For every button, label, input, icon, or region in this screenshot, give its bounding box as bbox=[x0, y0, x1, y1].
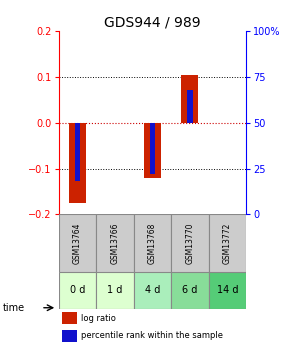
Bar bbox=[74, 123, 80, 181]
Text: 0 d: 0 d bbox=[70, 285, 85, 295]
Bar bbox=[134, 272, 171, 309]
Bar bbox=[62, 329, 77, 342]
Text: GSM13764: GSM13764 bbox=[73, 222, 82, 264]
Bar bbox=[171, 214, 209, 272]
Bar bbox=[134, 214, 171, 272]
Bar bbox=[171, 272, 209, 309]
Text: GSM13766: GSM13766 bbox=[110, 222, 119, 264]
Text: log ratio: log ratio bbox=[81, 314, 116, 323]
Bar bbox=[187, 90, 193, 123]
Bar bbox=[59, 272, 96, 309]
Bar bbox=[59, 214, 96, 272]
Bar bbox=[69, 123, 86, 203]
Bar bbox=[96, 214, 134, 272]
Title: GDS944 / 989: GDS944 / 989 bbox=[104, 16, 201, 30]
Bar bbox=[149, 123, 155, 174]
Bar bbox=[62, 312, 77, 324]
Bar bbox=[96, 272, 134, 309]
Bar bbox=[144, 123, 161, 178]
Text: 14 d: 14 d bbox=[217, 285, 238, 295]
Text: 4 d: 4 d bbox=[145, 285, 160, 295]
Text: 1 d: 1 d bbox=[107, 285, 122, 295]
Text: time: time bbox=[3, 303, 25, 313]
Text: GSM13770: GSM13770 bbox=[185, 222, 194, 264]
Bar bbox=[209, 214, 246, 272]
Text: 6 d: 6 d bbox=[182, 285, 197, 295]
Text: percentile rank within the sample: percentile rank within the sample bbox=[81, 331, 223, 340]
Text: GSM13772: GSM13772 bbox=[223, 222, 232, 264]
Bar bbox=[209, 272, 246, 309]
Text: GSM13768: GSM13768 bbox=[148, 222, 157, 264]
Bar bbox=[181, 75, 198, 123]
